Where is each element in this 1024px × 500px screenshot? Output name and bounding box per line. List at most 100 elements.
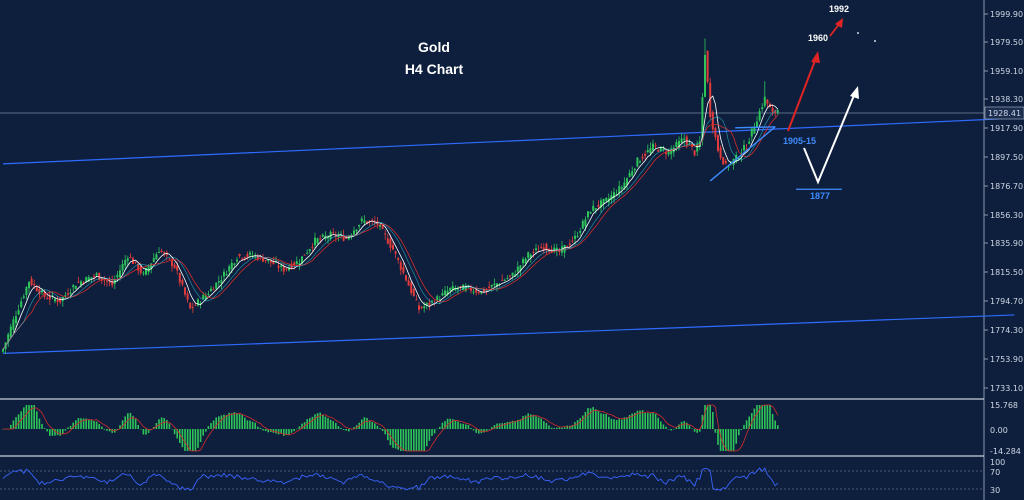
candle-body — [220, 280, 223, 284]
macd-bar — [215, 417, 217, 429]
candle — [761, 103, 764, 112]
candle — [17, 304, 20, 316]
macd-bar — [532, 414, 535, 429]
candle — [496, 282, 498, 292]
macd-bar — [158, 419, 160, 429]
candle-body — [139, 266, 142, 274]
macd-bar — [639, 410, 641, 429]
candle — [545, 242, 548, 255]
macd-bar — [249, 420, 251, 429]
candle-body — [267, 259, 270, 261]
candle-body — [212, 289, 215, 291]
candle-body — [165, 252, 168, 256]
candle-body — [519, 265, 522, 271]
macd-bar — [478, 429, 480, 434]
macd-bar — [72, 422, 74, 429]
macd-bar — [353, 427, 355, 429]
candle — [756, 116, 758, 127]
candle-body — [714, 127, 717, 138]
macd-bar — [49, 429, 51, 436]
candle — [610, 190, 613, 204]
macd-bar — [472, 429, 475, 431]
macd-bar — [719, 429, 722, 451]
candle — [402, 262, 405, 275]
macd-bar — [691, 428, 693, 429]
candle — [116, 271, 119, 282]
candle — [704, 38, 706, 98]
candle-body — [56, 299, 59, 302]
candle-body — [631, 171, 634, 176]
candle-body — [727, 166, 730, 168]
macd-bar — [725, 429, 727, 451]
candle-body — [706, 50, 709, 82]
macd-bar — [363, 417, 366, 429]
candle — [67, 288, 69, 297]
macd-bar — [140, 429, 142, 430]
macd-bar — [220, 415, 223, 429]
candle-body — [301, 256, 303, 264]
macd-bar — [12, 420, 15, 429]
candle-body — [275, 261, 277, 263]
macd-bar — [134, 418, 137, 429]
candle — [412, 287, 415, 297]
candle — [184, 286, 186, 297]
candle — [472, 287, 475, 295]
candle-body — [678, 140, 680, 149]
candle-body — [704, 54, 706, 97]
candle — [126, 255, 129, 267]
candle-body — [675, 142, 678, 148]
candle — [503, 278, 506, 282]
candle-body — [402, 267, 405, 273]
candle-body — [33, 283, 36, 286]
macd-signal-line — [3, 404, 779, 452]
macd-bar — [730, 429, 732, 451]
candle — [152, 253, 155, 263]
candle-body — [436, 296, 439, 301]
target-label-1960: 1960 — [808, 33, 828, 43]
price-tick-label: 1979.50 — [990, 38, 1023, 47]
macd-bar — [748, 416, 750, 429]
candle — [706, 50, 709, 84]
macd-bar — [368, 420, 371, 429]
macd-bar — [462, 423, 464, 429]
candle — [223, 268, 225, 282]
candle — [493, 278, 496, 288]
candle-body — [46, 297, 49, 299]
candle — [576, 231, 579, 238]
macd-bar — [194, 429, 197, 451]
macd-bar — [108, 429, 111, 432]
macd-bar — [735, 429, 737, 444]
macd-bar — [675, 426, 678, 429]
macd-bar — [254, 422, 256, 429]
candle-body — [566, 246, 569, 248]
macd-bar — [574, 422, 576, 429]
macd-bar — [59, 429, 61, 436]
candle — [618, 180, 621, 198]
macd-bar — [608, 416, 610, 429]
candle — [745, 144, 748, 150]
current-price-label: 1928.41 — [988, 109, 1021, 118]
triangle-upper-line — [735, 126, 776, 129]
candle-body — [761, 107, 764, 110]
candle-body — [100, 277, 103, 281]
candle — [360, 216, 363, 224]
macd-bar — [17, 414, 20, 429]
candle — [563, 244, 566, 258]
candle-body — [67, 293, 69, 295]
candle-body — [602, 198, 605, 204]
candle-body — [535, 248, 537, 251]
candle-body — [384, 233, 387, 235]
candle-body — [589, 211, 592, 214]
macd-bar — [722, 429, 724, 451]
candle — [103, 275, 106, 286]
candle-body — [282, 266, 285, 272]
price-tick-label: 1733.10 — [990, 384, 1023, 393]
candle — [641, 153, 644, 162]
candle-body — [306, 252, 309, 254]
candle-body — [717, 135, 719, 151]
macd-bar — [238, 414, 241, 429]
candle — [207, 290, 210, 297]
candle-body — [516, 266, 519, 272]
macd-bar — [712, 412, 714, 429]
candle-body — [355, 229, 358, 232]
